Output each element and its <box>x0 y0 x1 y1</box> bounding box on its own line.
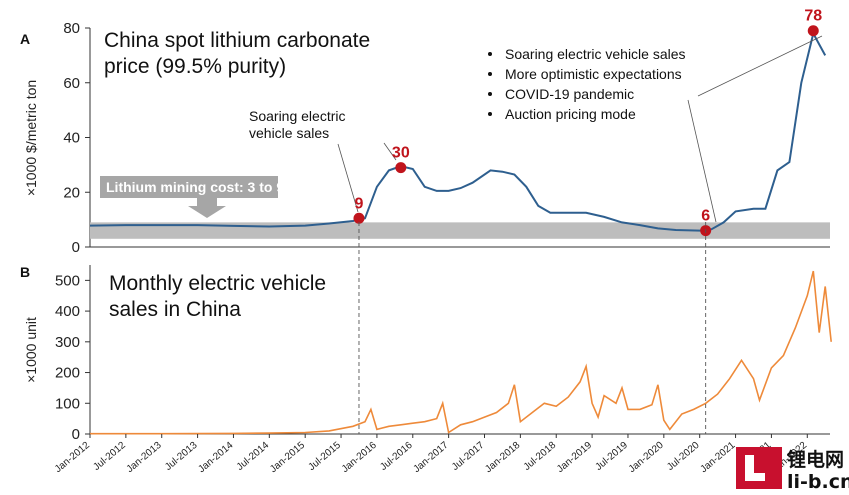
highlight-value-label: 30 <box>392 145 410 162</box>
panel-b-y-tick-label: 400 <box>55 303 80 320</box>
watermark: 锂电网 li-b.cn <box>736 447 849 493</box>
watermark-cn-text: 锂电网 <box>787 448 844 471</box>
panel-a-y-ticks: 0 20 40 60 80 <box>63 20 90 256</box>
panel-b-y-label: ×1000 unit <box>23 317 39 383</box>
panel-a-highlights: 9 30 6 78 <box>353 8 822 237</box>
panel-b-y-tick-label: 300 <box>55 334 80 351</box>
panel-b-x-tick-label: Jul-2020 <box>665 440 702 473</box>
panel-a-y-tick-label: 60 <box>63 75 80 92</box>
panel-b-x-tick-label: Jan-2016 <box>340 440 379 476</box>
panel-b-title-line-1: Monthly electric vehicle <box>109 272 326 295</box>
ev-sales-note-leader <box>337 143 359 213</box>
panel-b-y-tick-label: 200 <box>55 365 80 382</box>
watermark-logo-mark-icon <box>745 455 754 481</box>
bullet-dot <box>488 112 492 116</box>
panel-b-y-ticks: 0 100 200 300 400 500 <box>55 272 90 443</box>
panel-a-title-line-1: China spot lithium carbonate <box>104 29 370 52</box>
bullet-dot <box>488 52 492 56</box>
highlight-value-label: 78 <box>804 8 822 25</box>
panel-b-x-tick-label: Jan-2014 <box>196 440 235 476</box>
ev-sales-note-line-1: Soaring electric <box>249 108 346 124</box>
panel-a-y-tick-label: 40 <box>63 130 80 147</box>
ev-sales-note-line-2: vehicle sales <box>249 125 329 141</box>
bullet-item-2: More optimistic expectations <box>505 66 682 82</box>
panel-b-title-line-2: sales in China <box>109 298 241 321</box>
highlight-point <box>395 162 407 174</box>
panel-b-y-tick-label: 500 <box>55 272 80 289</box>
panel-b-x-tick-label: Jul-2012 <box>91 440 128 473</box>
panel-b-x-tick-label: Jan-2012 <box>53 440 92 476</box>
panel-b-x-tick-label: Jan-2019 <box>555 440 594 476</box>
bullet-dot <box>488 72 492 76</box>
panel-a-y-tick-label: 20 <box>63 184 80 201</box>
watermark-url-text: li-b.cn <box>787 471 849 493</box>
bullet-item-3: COVID-19 pandemic <box>505 86 634 102</box>
panel-b-y-tick-label: 100 <box>55 395 80 412</box>
panel-b-x-tick-label: Jan-2020 <box>627 440 666 476</box>
bullet-item-1: Soaring electric vehicle sales <box>505 46 686 62</box>
highlight-point <box>353 212 365 224</box>
bullet-item-4: Auction pricing mode <box>505 106 636 122</box>
panel-b-x-tick-label: Jul-2019 <box>593 440 630 473</box>
bullet-leader-low <box>687 99 717 223</box>
panel-b-x-tick-label: Jul-2015 <box>307 440 344 473</box>
highlight-value-label: 9 <box>355 195 364 212</box>
panel-b-x-tick-label: Jan-2017 <box>412 440 451 476</box>
panel-b-y-tick-label: 0 <box>72 426 80 443</box>
bullet-list: Soaring electric vehicle sales More opti… <box>488 46 686 122</box>
mining-cost-label: Lithium mining cost: 3 to 9 <box>106 179 284 195</box>
bullet-dot <box>488 92 492 96</box>
panel-b-x-tick-label: Jan-2015 <box>268 440 307 476</box>
panel-b-x-tick-label: Jan-2018 <box>483 440 522 476</box>
watermark-logo-icon <box>736 447 782 489</box>
mining-cost-down-arrow-icon <box>188 198 226 218</box>
panel-b-label: B <box>20 264 30 280</box>
bullet-leader-high <box>697 35 823 97</box>
ev-sales-note-leader-2 <box>383 142 397 161</box>
highlight-value-label: 6 <box>701 208 710 225</box>
panel-b-sales-line <box>90 270 832 435</box>
panel-a-y-tick-label: 80 <box>63 20 80 37</box>
panel-b-x-tick-label: Jan-2021 <box>698 440 737 476</box>
panel-b-x-tick-label: Jul-2016 <box>378 440 415 473</box>
watermark-logo-mark-icon <box>745 473 765 481</box>
panel-b-x-tick-label: Jul-2017 <box>450 440 487 473</box>
panel-a-title-line-2: price (99.5% purity) <box>104 55 286 78</box>
panel-a-y-tick-label: 0 <box>72 239 80 256</box>
highlight-point <box>807 25 819 37</box>
panel-a-y-label: ×1000 $/metric ton <box>23 80 39 196</box>
panel-a-price-line <box>89 30 827 232</box>
mining-cost-label-box <box>100 176 278 198</box>
panel-b-x-tick-label: Jul-2013 <box>163 440 200 473</box>
panel-b-x-tick-label: Jul-2014 <box>235 440 272 473</box>
panel-b-x-tick-label: Jan-2013 <box>125 440 164 476</box>
panel-b-x-tick-label: Jul-2018 <box>522 440 559 473</box>
panel-a-label: A <box>20 31 30 47</box>
